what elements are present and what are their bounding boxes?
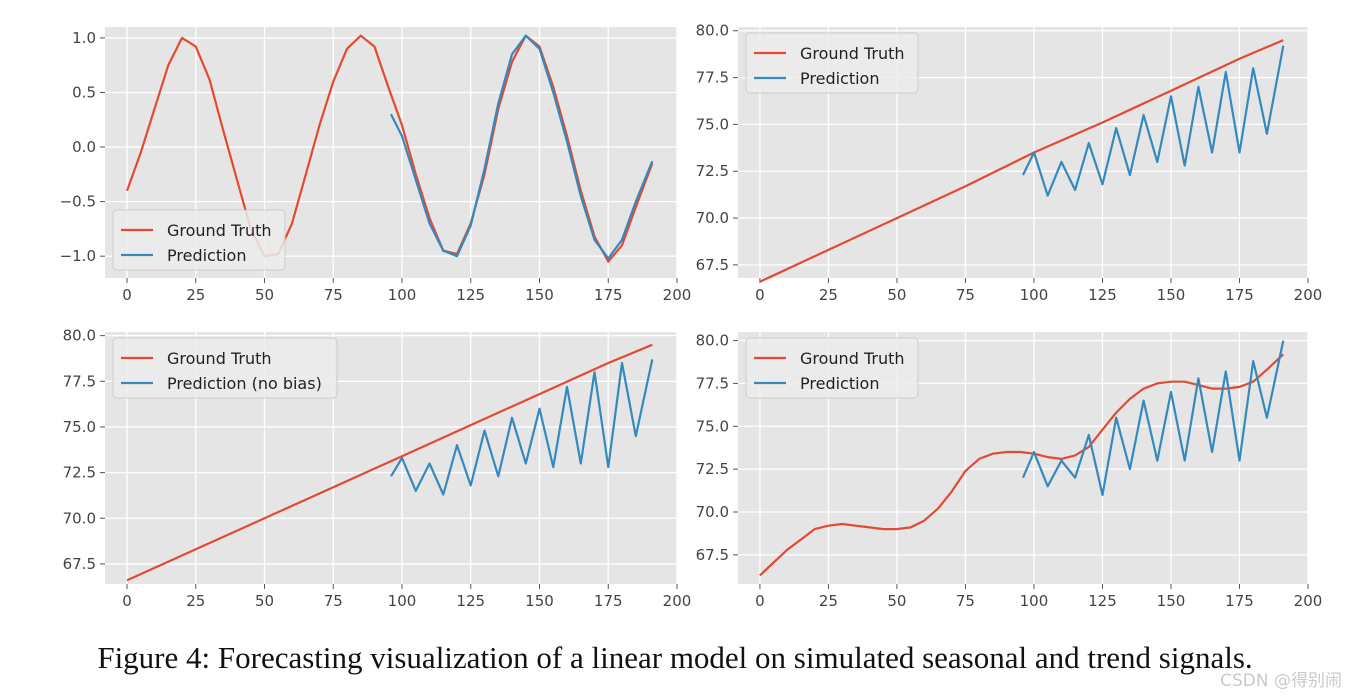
x-tick-label: 50 [255, 592, 274, 610]
y-tick-label: 0.0 [72, 138, 96, 156]
legend: Ground Truth Prediction [745, 32, 919, 94]
x-tick-label: 200 [663, 286, 692, 304]
x-tick-label: 50 [255, 286, 274, 304]
trend-signal-plot: 0 25 50 75 100 125 150 175 200 67.5 70.0 72.5 75.0 77… [696, 22, 1323, 304]
y-tick-label: 70.0 [696, 503, 729, 521]
y-tick-label: 75.0 [696, 417, 729, 435]
x-tick-label: 175 [1225, 592, 1254, 610]
legend-label: Prediction [167, 246, 246, 265]
x-tick-label: 200 [1294, 286, 1323, 304]
x-tick-label: 100 [1020, 286, 1049, 304]
seasonal-trend-signal-plot: 0 25 50 75 100 125 150 175 200 67.5 70.0 72.5 75.0 77… [696, 332, 1323, 610]
x-tick-label: 150 [525, 592, 554, 610]
x-tick-label: 75 [324, 592, 343, 610]
x-tick-label: 25 [186, 286, 205, 304]
x-tick-label: 100 [388, 286, 417, 304]
watermark: CSDN @得别闹 [1220, 671, 1342, 691]
y-tick-label: 77.5 [696, 374, 729, 392]
y-tick-label: 80.0 [696, 332, 729, 350]
legend-box [745, 337, 919, 399]
x-tick-label: 150 [525, 286, 554, 304]
legend-box [112, 337, 338, 399]
legend: Ground Truth Prediction [745, 337, 919, 399]
x-tick-label: 175 [594, 592, 623, 610]
seasonal-signal-plot: 0 25 50 75 100 125 150 175 200 −1.0 −0.5 0.0 0.5 1.0 G… [60, 27, 692, 304]
x-tick-label: 175 [594, 286, 623, 304]
x-tick-label: 25 [819, 286, 838, 304]
x-tick-label: 25 [819, 592, 838, 610]
y-tick-label: 72.5 [696, 162, 729, 180]
x-tick-label: 0 [122, 592, 132, 610]
y-tick-label: 80.0 [63, 327, 96, 345]
x-tick-label: 50 [887, 286, 906, 304]
ground-truth-line [126, 343, 653, 582]
prediction-line [1021, 340, 1285, 496]
legend-label: Ground Truth [800, 349, 905, 368]
prediction-line [390, 34, 654, 260]
x-tick-label: 150 [1157, 592, 1186, 610]
legend-label: Prediction (no bias) [167, 374, 322, 393]
y-tick-label: 75.0 [63, 418, 96, 436]
legend: Ground Truth Prediction [112, 209, 286, 271]
x-tick-label: 100 [388, 592, 417, 610]
y-tick-label: 67.5 [63, 555, 96, 573]
y-tick-label: −0.5 [60, 193, 96, 211]
x-tick-label: 0 [755, 286, 765, 304]
y-tick-label: 1.0 [72, 29, 96, 47]
legend-label: Ground Truth [800, 44, 905, 63]
y-tick-label: −1.0 [60, 247, 96, 265]
y-tick-label: 67.5 [696, 256, 729, 274]
legend-box [745, 32, 919, 94]
y-tick-label: 70.0 [696, 209, 729, 227]
x-tick-label: 0 [755, 592, 765, 610]
x-tick-label: 200 [1294, 592, 1323, 610]
legend-box [112, 209, 286, 271]
x-tick-label: 200 [663, 592, 692, 610]
prediction-line [390, 359, 654, 496]
ground-truth-line [125, 34, 654, 263]
y-tick-label: 75.0 [696, 115, 729, 133]
trend-no-bias-plot: 0 25 50 75 100 125 150 175 200 67.5 70.0 72.5 75.0 77… [63, 327, 692, 610]
y-tick-label: 70.0 [63, 509, 96, 527]
y-tick-label: 80.0 [696, 22, 729, 40]
legend-label: Prediction [800, 69, 879, 88]
y-tick-label: 72.5 [63, 464, 96, 482]
y-tick-label: 0.5 [72, 83, 96, 101]
legend: Ground Truth Prediction (no bias) [112, 337, 338, 399]
legend-label: Ground Truth [167, 221, 272, 240]
legend-label: Prediction [800, 374, 879, 393]
x-tick-label: 125 [456, 286, 485, 304]
prediction-line [1022, 45, 1285, 197]
y-tick-label: 77.5 [63, 372, 96, 390]
legend-label: Ground Truth [167, 349, 272, 368]
x-tick-label: 0 [122, 286, 132, 304]
x-tick-label: 150 [1157, 286, 1186, 304]
x-tick-label: 75 [324, 286, 343, 304]
x-tick-label: 25 [186, 592, 205, 610]
figure-caption: Figure 4: Forecasting visualization of a… [97, 640, 1253, 675]
x-tick-label: 175 [1225, 286, 1254, 304]
x-tick-label: 125 [1088, 592, 1117, 610]
y-tick-label: 77.5 [696, 69, 729, 87]
x-tick-label: 75 [956, 286, 975, 304]
x-tick-label: 75 [956, 592, 975, 610]
x-tick-label: 100 [1020, 592, 1049, 610]
x-tick-label: 125 [1088, 286, 1117, 304]
y-tick-label: 67.5 [696, 546, 729, 564]
x-tick-label: 50 [887, 592, 906, 610]
y-tick-label: 72.5 [696, 460, 729, 478]
x-tick-label: 125 [456, 592, 485, 610]
